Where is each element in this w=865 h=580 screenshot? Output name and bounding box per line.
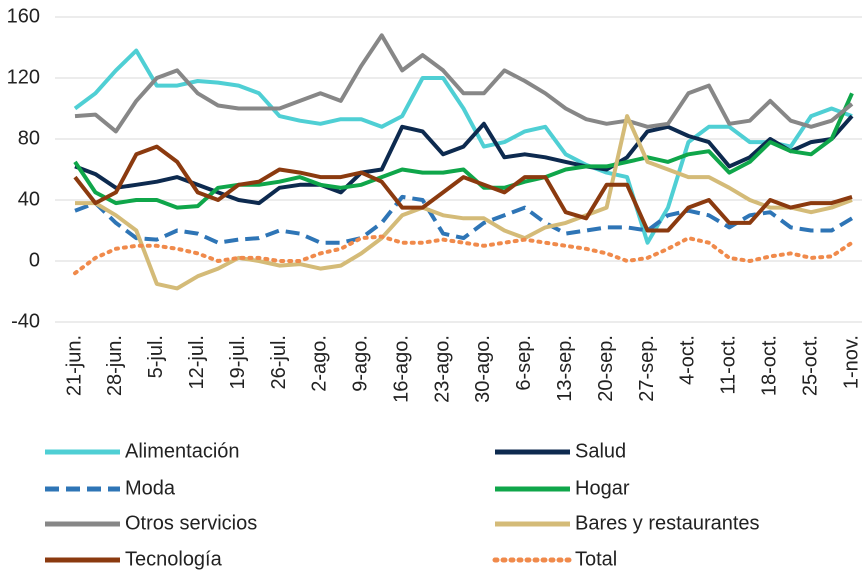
x-tick-label: 2-ago. [309, 335, 331, 392]
legend-label: Hogar [575, 477, 630, 499]
series-line [74, 194, 854, 245]
x-tick-label: 21-jun. [63, 335, 85, 396]
series-line [74, 114, 854, 206]
y-tick-label: -40 [11, 310, 40, 332]
y-tick-label: 40 [18, 188, 40, 210]
legend-label: Tecnología [125, 548, 223, 570]
x-tick-label: 11-oct. [718, 335, 740, 395]
series-line [73, 48, 853, 245]
x-tick-label: 20-sep. [595, 335, 617, 402]
x-tick-label: 30-ago. [472, 335, 494, 403]
x-tick-label: 12-jul. [186, 335, 208, 389]
legend-label: Total [575, 548, 617, 570]
x-tick-label: 19-jul. [227, 335, 249, 389]
legend-label: Salud [575, 440, 626, 462]
x-tick-label: 18-oct. [758, 335, 780, 396]
x-tick-label: 1-nov. [840, 335, 862, 389]
legend-label: Otros servicios [125, 512, 257, 534]
series-line [73, 144, 853, 233]
x-tick-label: 16-ago. [390, 335, 412, 403]
y-tick-label: 80 [18, 127, 40, 149]
y-tick-label: 160 [7, 5, 40, 27]
x-tick-label: 6-sep. [513, 335, 535, 391]
legend-label: Alimentación [125, 440, 240, 462]
x-tick-label: 9-ago. [350, 335, 372, 392]
x-tick-label: 23-ago. [431, 335, 453, 403]
x-tick-label: 5-jul. [145, 335, 167, 378]
x-tick-label: 13-sep. [554, 335, 576, 402]
legend-label: Bares y restaurantes [575, 512, 760, 534]
x-tick-label: 27-sep. [636, 335, 658, 402]
x-tick-label: 4-oct. [677, 335, 699, 385]
y-tick-label: 120 [7, 66, 40, 88]
series-line [75, 114, 853, 291]
x-tick-label: 26-jul. [268, 335, 290, 389]
legend-label: Moda [125, 477, 176, 499]
x-tick-label: 25-oct. [799, 335, 821, 396]
series-line [73, 234, 854, 276]
series-line [74, 33, 854, 134]
series-line [73, 92, 854, 210]
x-tick-label: 28-jun. [104, 335, 126, 396]
y-tick-label: 0 [29, 249, 40, 271]
